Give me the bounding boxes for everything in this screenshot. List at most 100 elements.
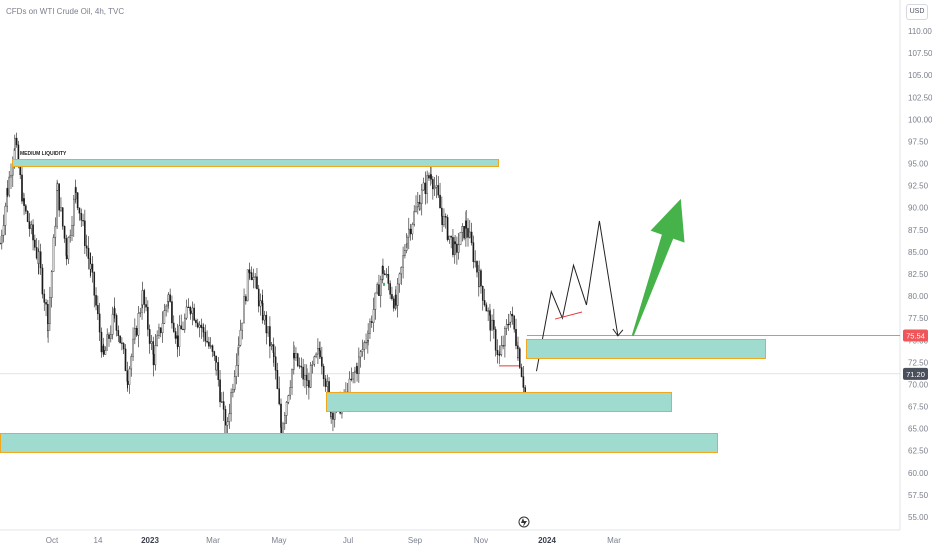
candle-body bbox=[71, 225, 73, 236]
candle-body bbox=[248, 272, 251, 274]
y-tick-label: 82.50 bbox=[908, 270, 929, 279]
candle-body bbox=[467, 228, 469, 238]
candle-body bbox=[304, 374, 306, 380]
candle-body bbox=[274, 356, 277, 371]
candle-body bbox=[461, 226, 464, 233]
candle-body bbox=[361, 349, 364, 352]
candle-body bbox=[485, 304, 488, 312]
candle-body bbox=[278, 388, 281, 405]
candle-body bbox=[308, 380, 310, 388]
candle-body bbox=[38, 251, 40, 264]
y-tick-label: 80.00 bbox=[908, 292, 929, 301]
candle-body bbox=[150, 341, 153, 344]
currency-button[interactable]: USD bbox=[906, 4, 928, 20]
bullish-arrow bbox=[631, 198, 685, 337]
candle-body bbox=[402, 255, 404, 268]
x-tick-label: May bbox=[271, 536, 286, 545]
candle-body bbox=[95, 295, 97, 306]
candle-body bbox=[409, 228, 412, 235]
candle-body bbox=[209, 345, 212, 347]
y-tick-label: 90.00 bbox=[908, 204, 929, 213]
candle-body bbox=[219, 379, 221, 403]
candle-body bbox=[221, 401, 223, 403]
candle-body bbox=[430, 174, 432, 180]
projection-line bbox=[536, 220, 619, 372]
candle-body bbox=[208, 341, 210, 347]
candle-body bbox=[326, 381, 329, 387]
candle-body bbox=[65, 255, 68, 260]
mid-demand-zone[interactable] bbox=[326, 392, 672, 412]
candle-body bbox=[396, 283, 399, 306]
candle-body bbox=[387, 274, 390, 284]
time-axis: Oct 14 2023 Mar May Jul Sep Nov 2024 Mar bbox=[46, 536, 621, 545]
candle-body bbox=[415, 206, 417, 212]
candle-body bbox=[256, 276, 258, 290]
candle-body bbox=[250, 272, 253, 281]
y-tick-label: 97.50 bbox=[908, 137, 929, 146]
candle-body bbox=[109, 334, 112, 339]
candle-body bbox=[23, 198, 25, 206]
candle-body bbox=[370, 321, 373, 323]
candle-body bbox=[457, 244, 460, 253]
candle-body bbox=[522, 376, 525, 388]
candle-body bbox=[122, 343, 125, 350]
symbol-info: CFDs on WTI Crude Oil, 4h, TVC bbox=[6, 7, 125, 16]
candle-body bbox=[261, 303, 264, 321]
y-tick-label: 67.50 bbox=[908, 403, 929, 412]
y-tick-label: 62.50 bbox=[908, 447, 929, 456]
candle-body bbox=[178, 325, 181, 347]
candle-body bbox=[276, 370, 279, 389]
candle-body bbox=[195, 320, 197, 324]
candle-body bbox=[54, 225, 57, 238]
candle-body bbox=[215, 362, 218, 371]
candle-body bbox=[121, 342, 123, 344]
candle-body bbox=[135, 328, 138, 336]
candle-body bbox=[1, 234, 3, 244]
candle-body bbox=[489, 315, 492, 331]
candle-body bbox=[93, 272, 96, 296]
candle-body bbox=[296, 353, 299, 366]
candle-body bbox=[113, 308, 116, 316]
candle-body bbox=[78, 207, 81, 214]
candle-body bbox=[376, 284, 378, 294]
candle-body bbox=[154, 345, 157, 366]
candle-body bbox=[43, 293, 46, 303]
y-tick-label: 55.00 bbox=[908, 513, 929, 522]
candle-body bbox=[309, 365, 312, 388]
candle-body bbox=[441, 215, 443, 226]
candle-body bbox=[193, 307, 195, 321]
target-demand-zone[interactable] bbox=[526, 338, 766, 359]
candle-body bbox=[19, 166, 22, 176]
candle-body bbox=[232, 389, 234, 393]
candle-body bbox=[383, 273, 386, 275]
candle-body bbox=[392, 298, 395, 309]
price-label-text: 75.54 bbox=[906, 332, 925, 341]
zone-label: MEDIUM LIQUIDITY bbox=[20, 151, 67, 158]
candle-body bbox=[185, 306, 188, 319]
candle-body bbox=[241, 322, 244, 331]
candle-body bbox=[222, 401, 225, 410]
candle-body bbox=[469, 231, 471, 238]
candle-body bbox=[252, 277, 255, 281]
candle-body bbox=[41, 267, 44, 295]
price-label-text: 71.20 bbox=[906, 370, 925, 379]
candle-body bbox=[56, 190, 58, 227]
candle-body bbox=[408, 228, 410, 238]
candle-body bbox=[269, 326, 271, 347]
candle-body bbox=[411, 224, 414, 235]
candle-body bbox=[444, 216, 447, 218]
candle-body bbox=[213, 351, 216, 357]
medium-liquidity-zone[interactable] bbox=[12, 159, 499, 168]
low-demand-zone[interactable] bbox=[0, 433, 718, 454]
candle-body bbox=[439, 194, 441, 209]
candle-body bbox=[82, 220, 84, 222]
x-tick-label: 2024 bbox=[538, 536, 556, 545]
candle-body bbox=[350, 378, 353, 381]
candle-body bbox=[8, 176, 11, 196]
candle-body bbox=[6, 188, 9, 196]
candle-body bbox=[4, 205, 7, 226]
candle-body bbox=[228, 413, 231, 423]
y-tick-label: 87.50 bbox=[908, 226, 929, 235]
candle-body bbox=[493, 319, 495, 330]
